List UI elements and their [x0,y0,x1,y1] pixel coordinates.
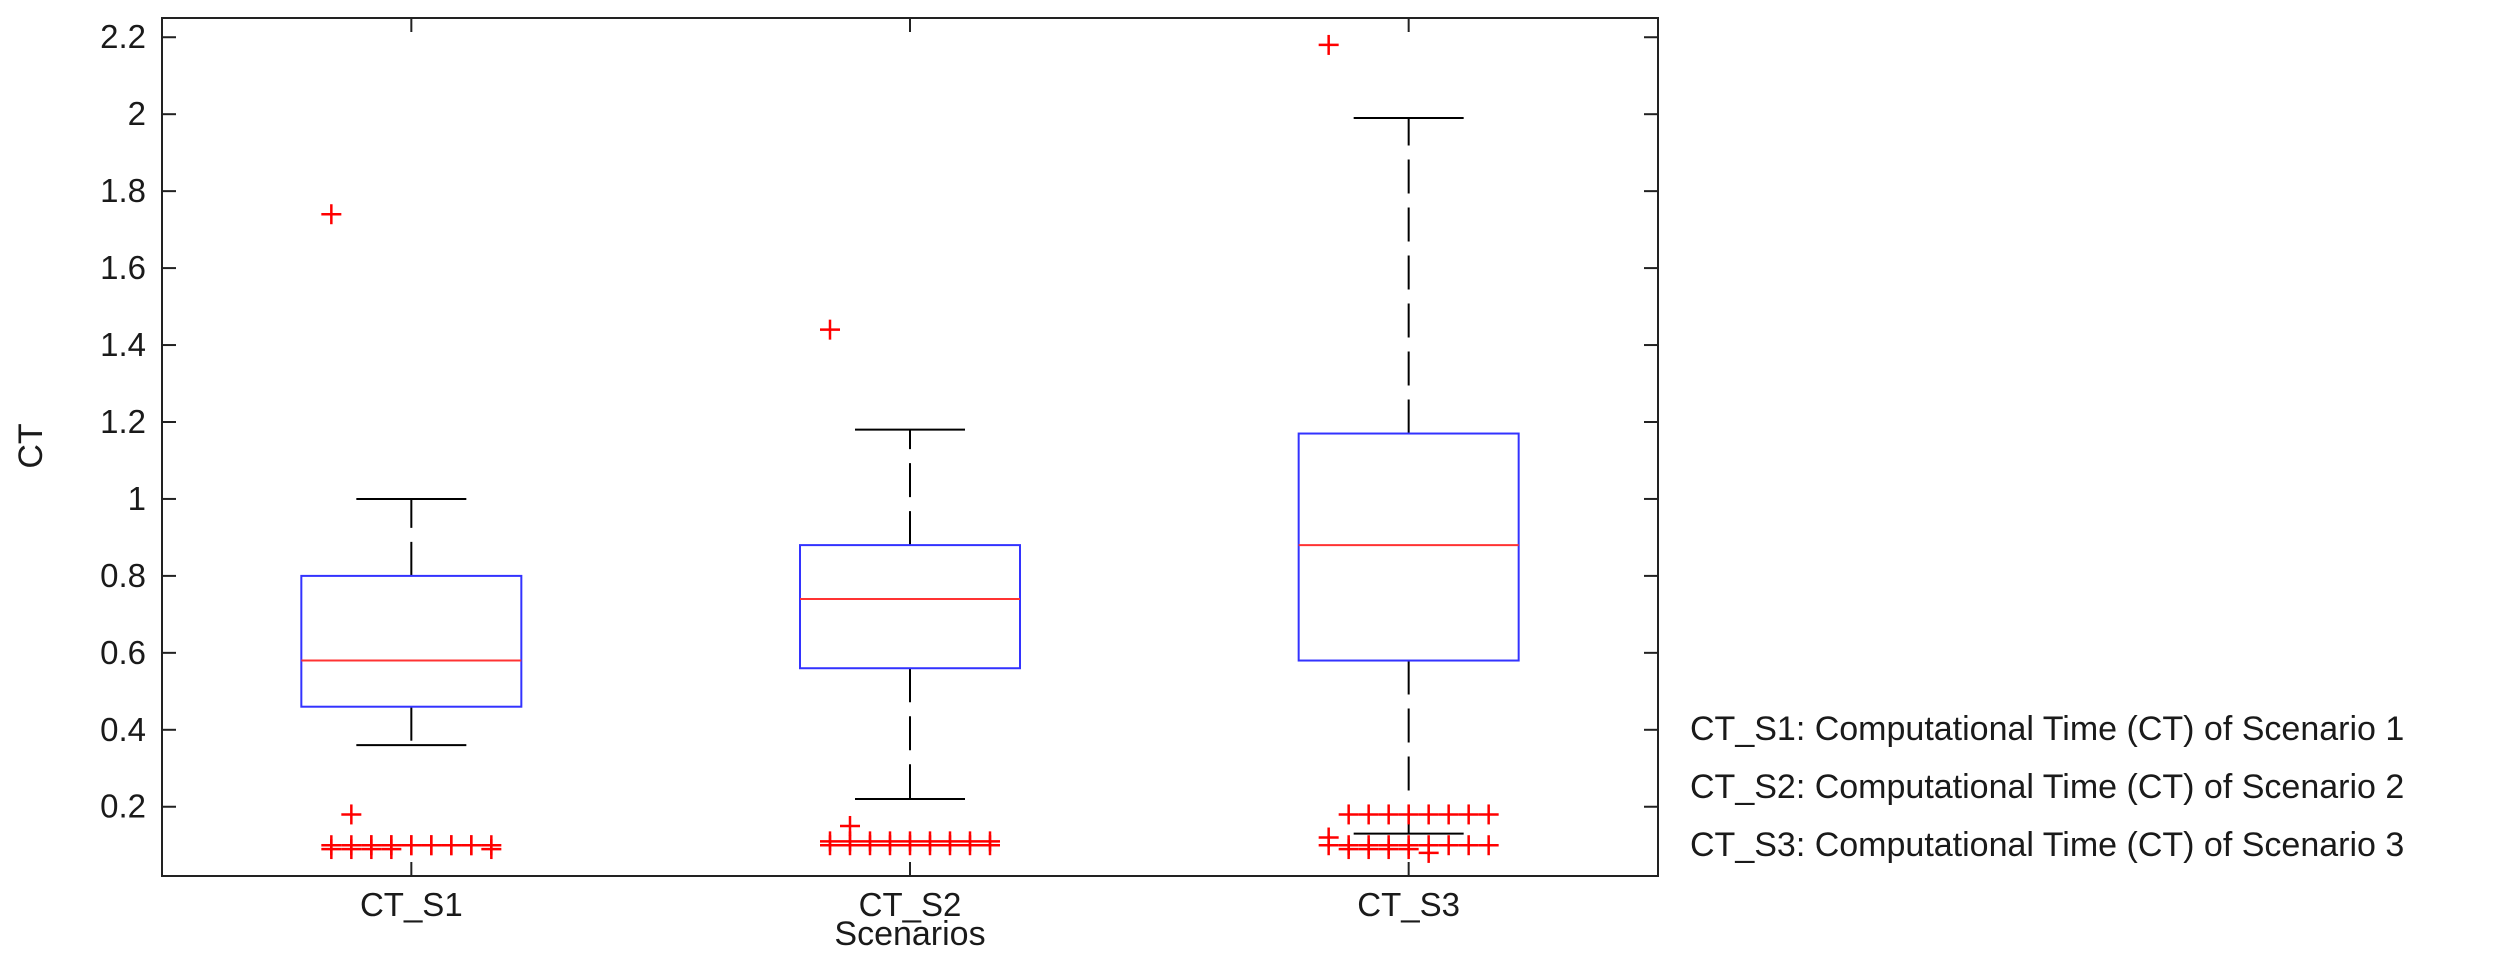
box-group [799,319,1021,856]
y-tick-label: 1.4 [100,326,146,363]
outlier-point [321,204,342,225]
x-axis: CT_S1 CT_S2 CT_S3 [360,18,1460,923]
outlier-point [960,835,980,856]
outlier-point [401,835,422,856]
outlier-point [1398,839,1419,860]
x-axis-label: Scenarios [834,915,985,953]
outlier-point [1458,804,1479,825]
y-tick-label: 0.8 [100,557,146,594]
outlier-point [361,839,382,860]
boxes-layer [300,34,1520,863]
outlier-point [920,835,940,856]
y-tick-label: 1.2 [100,403,146,440]
outlier-point [1378,804,1399,825]
x-tick-label: CT_S3 [1357,886,1460,923]
scenario-note: CT_S2: Computational Time (CT) of Scenar… [1690,768,2405,806]
y-axis-label: CT [12,423,50,468]
outlier-point [1338,804,1359,825]
outlier-point [1318,34,1339,55]
box-group [1297,34,1520,863]
outlier-point [1318,835,1339,856]
outlier-point [880,835,900,856]
scenario-note: CT_S1: Computational Time (CT) of Scenar… [1690,710,2405,748]
box [799,544,1021,670]
outlier-point [341,804,362,825]
outlier-point [980,835,1000,856]
outlier-point [1418,804,1439,825]
scenario-note: CT_S3: Computational Time (CT) of Scenar… [1690,826,2405,864]
outlier-point [481,839,502,860]
outlier-point [1478,804,1499,825]
outlier-point [840,835,860,856]
y-tick-label: 0.4 [100,711,146,748]
outlier-point [1378,839,1399,860]
outlier-point [341,839,362,860]
outlier-point [900,835,920,856]
outlier-point [1358,804,1379,825]
outlier-point [1438,835,1459,856]
y-tick-label: 2.2 [100,18,146,55]
outlier-point [1398,804,1419,825]
x-tick-label: CT_S2 [859,886,962,923]
outlier-point [860,835,880,856]
outlier-point [940,835,960,856]
outlier-point [321,839,342,860]
outlier-point [441,835,462,856]
box [300,574,523,708]
outlier-point [1478,835,1499,856]
x-tick-label: CT_S1 [360,886,463,923]
outlier-point [1418,842,1439,863]
outlier-point [381,839,402,860]
outlier-point [1458,835,1479,856]
outlier-point [1438,804,1459,825]
y-tick-label: 1.6 [100,249,146,286]
scenario-notes: CT_S1: Computational Time (CT) of Scenar… [1690,700,2404,874]
box [1297,432,1520,662]
outlier-point [461,835,482,856]
outlier-point [421,835,442,856]
y-tick-label: 2 [128,95,146,132]
y-tick-label: 0.6 [100,634,146,671]
y-tick-label: 1.8 [100,172,146,209]
outlier-point [820,319,840,340]
outlier-point [1358,839,1379,860]
outlier-point [1338,839,1359,860]
outlier-point [820,835,840,856]
y-tick-label: 0.2 [100,788,146,825]
y-axis: 0.2 0.4 0.6 0.8 1 1.2 1.4 1.6 1.8 2 2.2 [100,18,1658,825]
box-group [300,204,523,860]
y-tick-label: 1 [128,480,146,517]
